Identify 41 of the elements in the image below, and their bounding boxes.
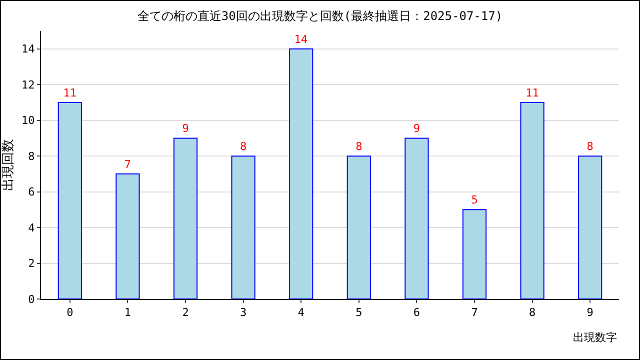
- data-label: 9: [413, 122, 420, 136]
- x-tick-label: 8: [528, 306, 536, 320]
- data-label: 8: [356, 140, 362, 154]
- data-label: 8: [586, 140, 594, 154]
- bar: [116, 173, 140, 299]
- x-tick-label: 1: [124, 306, 132, 320]
- bar: [231, 156, 256, 299]
- x-tick-label: 0: [66, 306, 74, 320]
- bar: [173, 138, 198, 299]
- data-label: 5: [471, 194, 478, 207]
- bar: [578, 156, 602, 299]
- x-axis-title: 出現数字: [573, 331, 617, 344]
- x-tick-label: 9: [586, 306, 594, 320]
- y-tick-label: 10: [22, 114, 35, 128]
- bar: [462, 209, 487, 299]
- y-tick-label: 4: [28, 221, 36, 234]
- x-tick-label: 6: [413, 306, 420, 320]
- bar: [404, 138, 429, 299]
- y-axis-title: 出現回数: [1, 139, 16, 191]
- y-tick-label: 0: [28, 292, 35, 306]
- data-label: 11: [526, 86, 539, 100]
- bar: [346, 156, 371, 299]
- data-label: 7: [124, 158, 132, 171]
- chart-title: 全ての桁の直近30回の出現数字と回数(最終抽選日：2025-07-17): [137, 9, 503, 24]
- data-label: 9: [182, 122, 189, 136]
- bar: [289, 48, 314, 299]
- data-label: 11: [63, 86, 77, 100]
- bar: [58, 102, 82, 299]
- x-tick-label: 2: [182, 306, 189, 320]
- x-tick-label: 3: [240, 306, 247, 320]
- x-tick-label: 4: [298, 306, 305, 320]
- x-tick-label: 5: [356, 306, 362, 320]
- x-tick-label: 7: [471, 306, 478, 320]
- bar: [520, 102, 544, 299]
- data-label: 14: [294, 32, 308, 46]
- y-tick-label: 6: [28, 186, 35, 199]
- y-tick-label: 12: [22, 78, 35, 92]
- y-tick-label: 14: [22, 42, 36, 56]
- data-label: 8: [240, 140, 247, 154]
- y-tick-label: 2: [28, 257, 35, 270]
- y-tick-label: 8: [28, 150, 35, 163]
